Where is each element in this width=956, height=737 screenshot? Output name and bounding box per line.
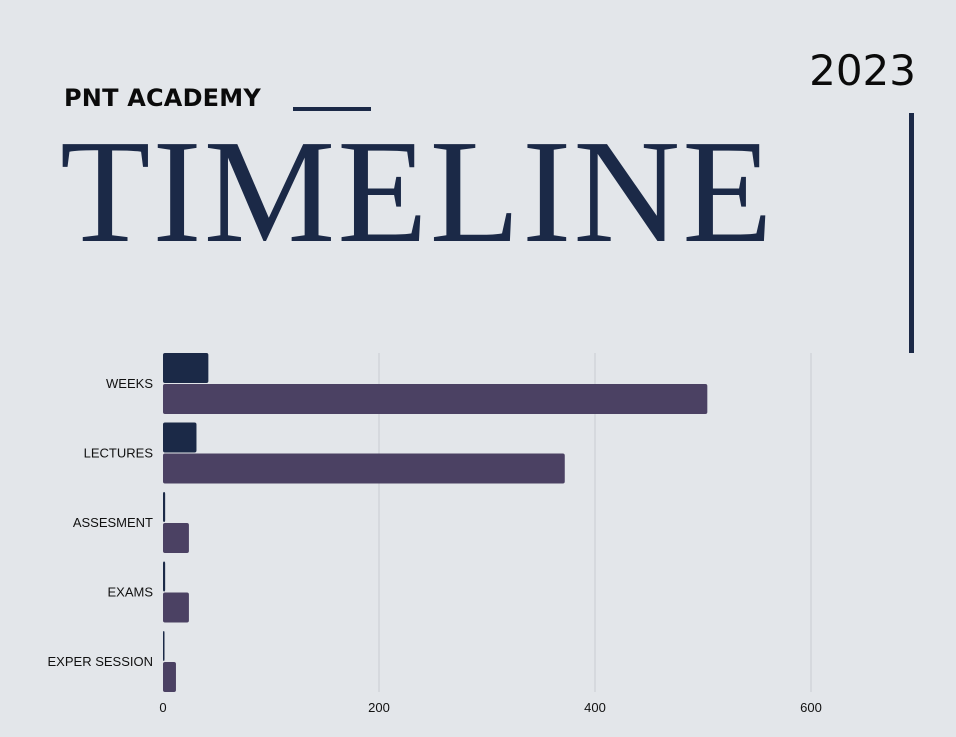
bar-layer bbox=[163, 353, 708, 692]
x-tick-label: 400 bbox=[584, 700, 606, 715]
year-label: 2023 bbox=[809, 46, 916, 95]
bar bbox=[163, 631, 165, 661]
bar bbox=[163, 561, 166, 592]
bar bbox=[163, 422, 197, 453]
bar bbox=[163, 353, 209, 383]
bar bbox=[163, 523, 189, 553]
x-tick-label: 600 bbox=[800, 700, 822, 715]
category-label: WEEKS bbox=[106, 376, 153, 391]
bar bbox=[163, 662, 176, 692]
bar bbox=[163, 592, 189, 623]
category-label: EXAMS bbox=[107, 585, 153, 600]
x-tick-label: 200 bbox=[368, 700, 390, 715]
label-layer: 0 200 400 600 WEEKS LECTURES ASSESMENT EXAMS EXP… bbox=[48, 376, 822, 715]
title-accent-rule bbox=[293, 107, 371, 111]
category-label: ASSESMENT bbox=[73, 515, 153, 530]
academy-name: PNT ACADEMY bbox=[64, 84, 261, 112]
page-title: TIMELINE bbox=[60, 110, 775, 274]
bar bbox=[163, 453, 565, 484]
bar bbox=[163, 492, 166, 522]
x-tick-label: 0 bbox=[159, 700, 166, 715]
category-label: LECTURES bbox=[84, 446, 154, 461]
bar bbox=[163, 384, 708, 414]
vertical-accent-rule bbox=[909, 113, 914, 353]
category-label: EXPER SESSION bbox=[48, 654, 153, 669]
